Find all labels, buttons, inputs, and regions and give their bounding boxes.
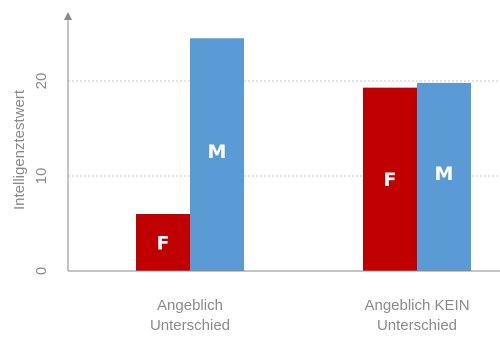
bar-label-f-group-0: F (157, 233, 170, 255)
category-labels: Angeblich Unterschied Angeblich KEIN Unters… (150, 297, 470, 334)
y-tick-label-0: 0 (33, 267, 50, 275)
bar-m-group-0 (190, 38, 244, 271)
axes (64, 12, 500, 272)
bar-m-group-1 (417, 82, 471, 272)
bar-label-m-group-0: M (208, 141, 227, 163)
bar-f-group-1 (363, 87, 417, 272)
bar-f-group-0 (136, 214, 190, 271)
y-tick-label-1: 10 (33, 168, 50, 185)
category-label-1-line-0: Angeblich KEIN (364, 297, 469, 314)
bars: F M F M (136, 38, 471, 272)
category-label-0-line-0: Angeblich (157, 297, 223, 314)
y-tick-labels: 0 10 20 (33, 73, 50, 276)
y-tick-label-2: 20 (33, 73, 50, 90)
y-axis-arrow (64, 12, 72, 20)
category-label-1-line-1: Unterschied (377, 317, 457, 334)
bar-label-f-group-1: F (384, 169, 397, 191)
bar-label-m-group-1: M (435, 163, 454, 185)
y-axis-label: Intelligenztestwert (11, 89, 28, 210)
category-label-0-line-1: Unterschied (150, 317, 230, 334)
